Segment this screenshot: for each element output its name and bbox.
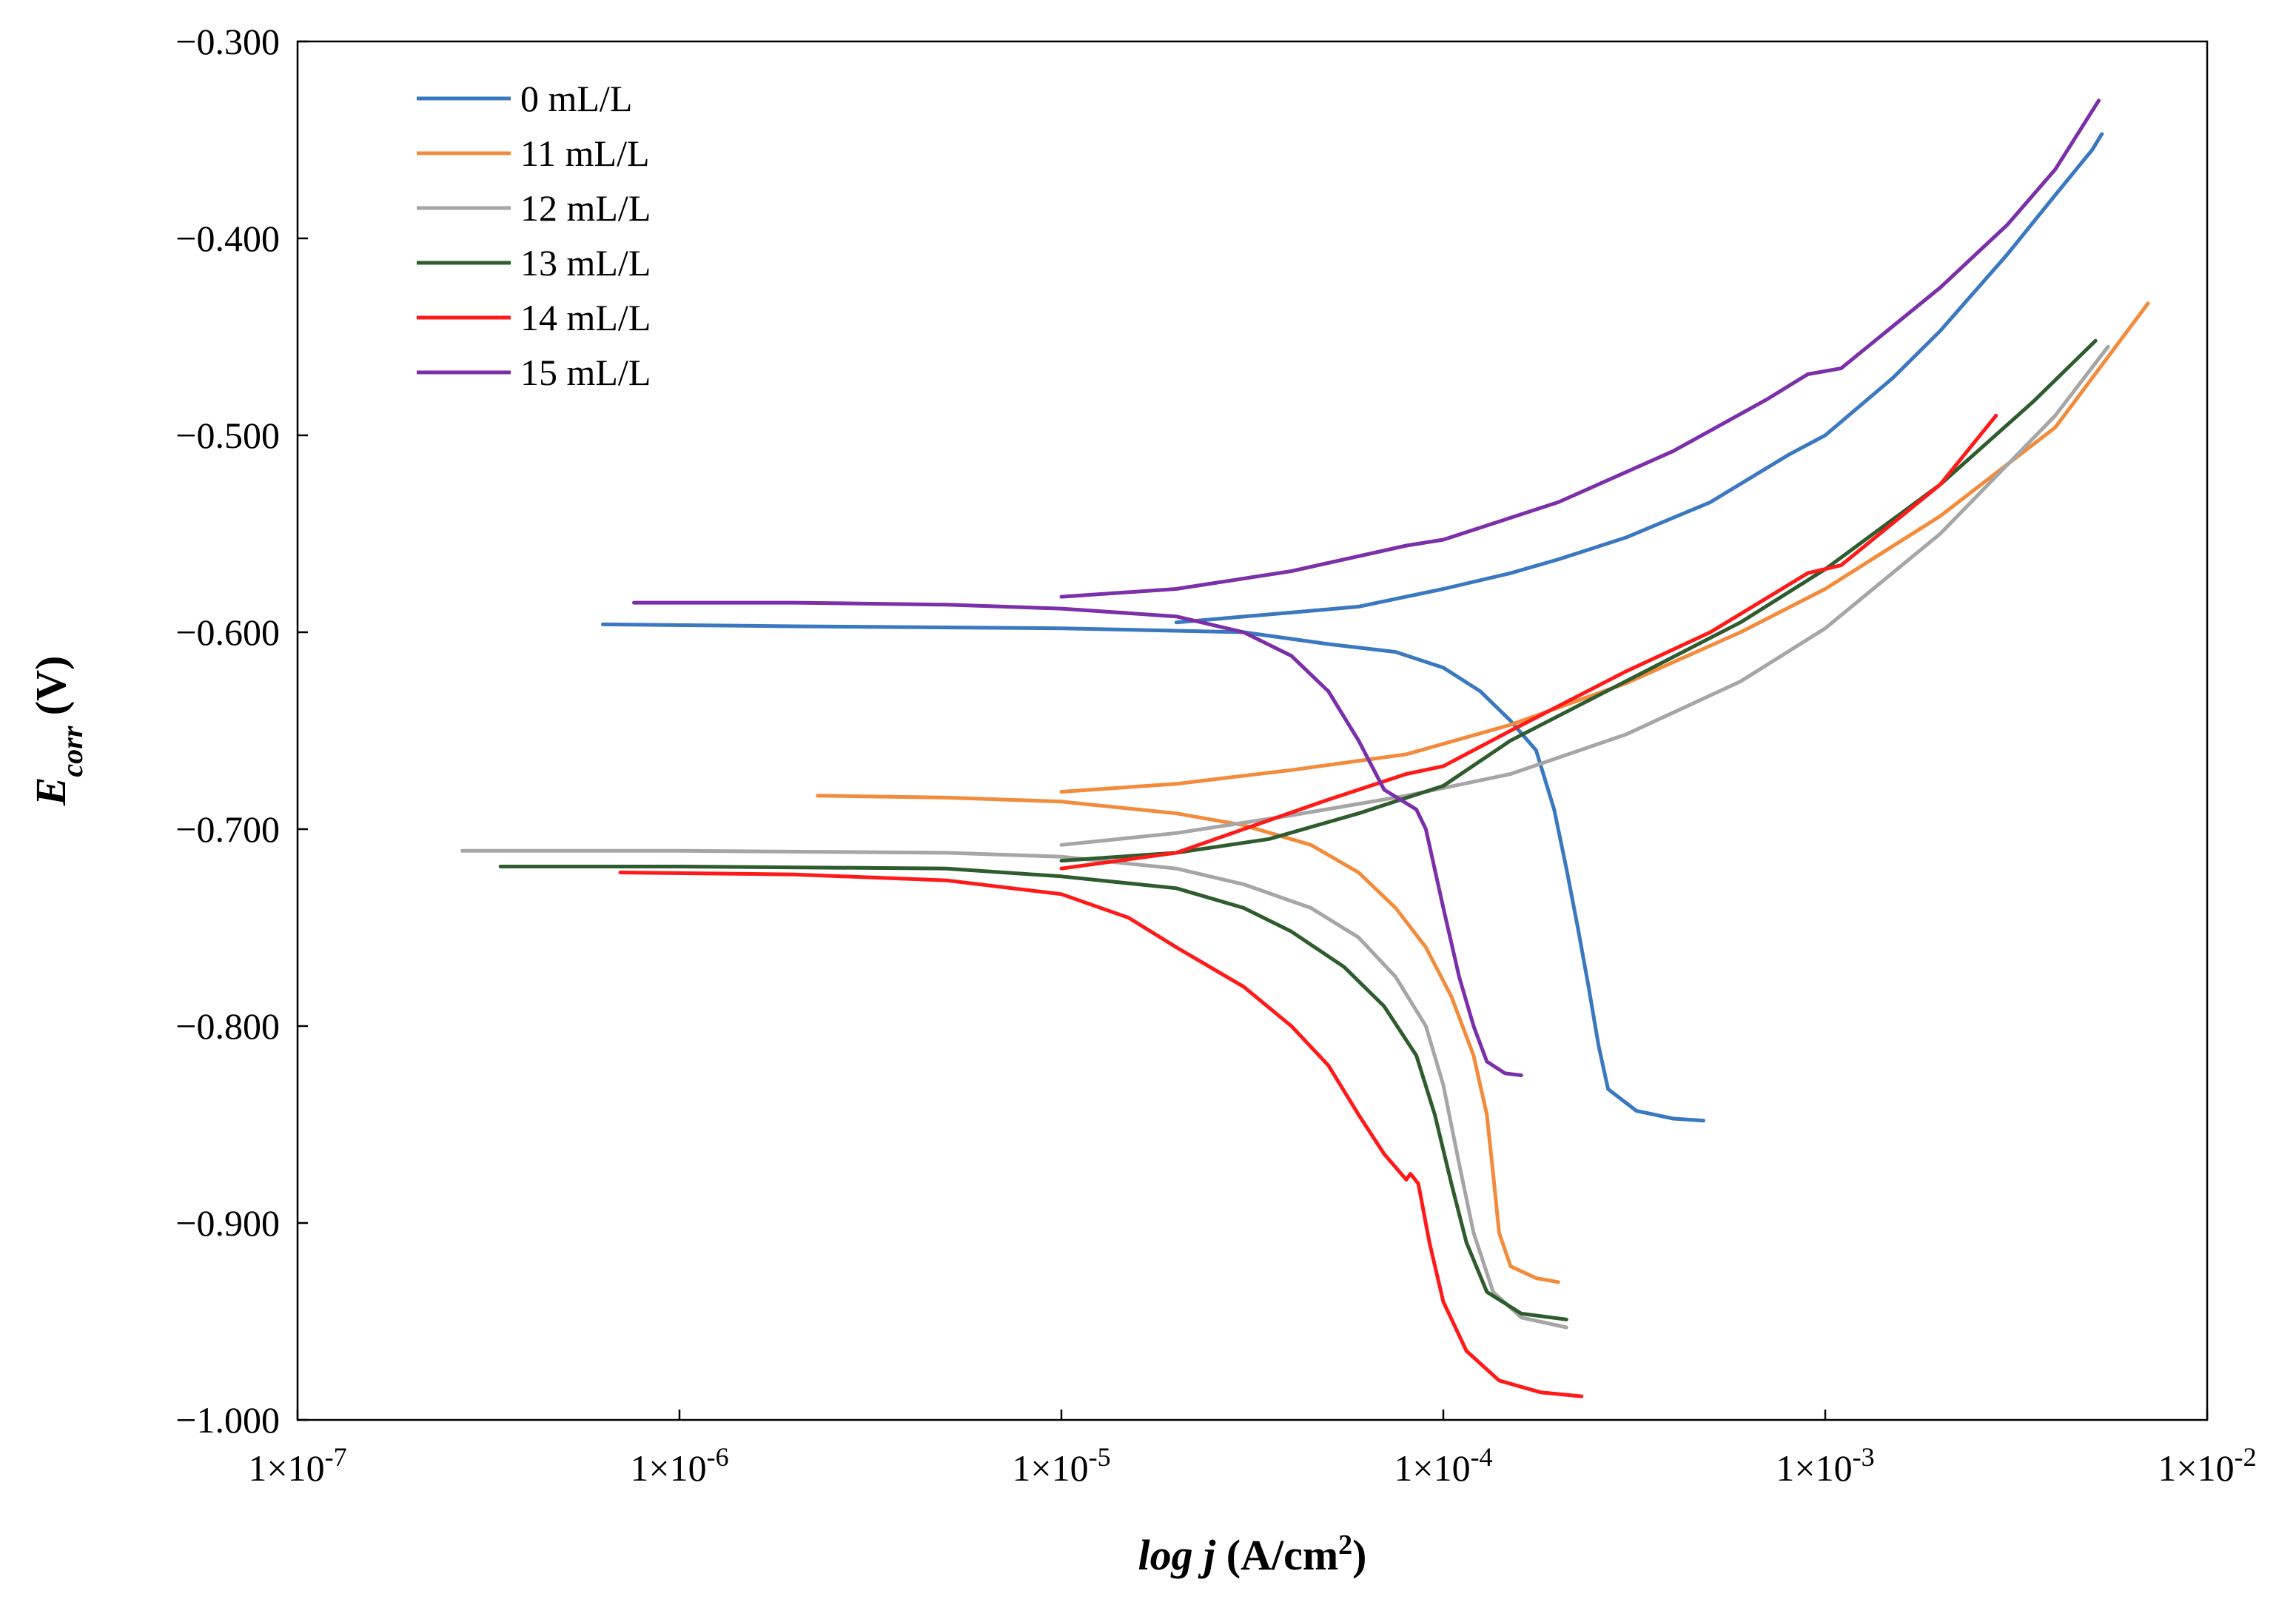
legend-label: 12 mL/L	[520, 187, 651, 229]
series-3	[498, 338, 2098, 1321]
x-axis-title-sup: 2	[1338, 1529, 1352, 1561]
series-line-cathodic	[460, 848, 1568, 1330]
y-tick-label: −1.000	[175, 1399, 280, 1441]
y-tick-label: −0.800	[175, 1005, 280, 1047]
y-axis-title-rest: (V)	[27, 656, 75, 726]
y-axis-title: Ecorr (V)	[27, 656, 89, 807]
series-line-cathodic	[632, 600, 1523, 1077]
x-axis-title-close: )	[1352, 1531, 1366, 1579]
legend-label: 14 mL/L	[520, 297, 651, 338]
series-line-anodic	[1059, 344, 2110, 847]
y-axis-ticks: −0.300 −0.400 −0.500 −0.600 −0.700 −0.800 −0.9…	[175, 21, 308, 1441]
y-tick-label: −0.900	[175, 1202, 280, 1244]
x-axis-title: log j (A/cm2)	[1138, 1529, 1367, 1579]
x-axis-title-italic: log j	[1138, 1531, 1217, 1579]
x-tick-label: 1×10-4	[1394, 1442, 1492, 1489]
legend-label: 11 mL/L	[520, 133, 650, 174]
y-tick-label: −0.300	[175, 21, 280, 62]
legend: 0 mL/L 11 mL/L 12 mL/L 13 mL/L 14 mL/L 15 mL/…	[417, 78, 651, 393]
plot-area	[296, 40, 2209, 1421]
legend-label: 15 mL/L	[520, 352, 651, 393]
series-4	[618, 413, 1998, 1398]
x-axis-title-rest: (A/cm	[1215, 1531, 1338, 1579]
y-tick-label: −0.500	[175, 415, 280, 456]
series-line-cathodic	[618, 871, 1584, 1398]
series-2	[460, 344, 2110, 1330]
series-5	[632, 98, 2101, 1077]
legend-label: 0 mL/L	[520, 78, 632, 119]
series-line-anodic	[1059, 98, 2101, 599]
y-tick-label: −0.600	[175, 611, 280, 653]
y-tick-label: −0.700	[175, 808, 280, 850]
legend-label: 13 mL/L	[520, 242, 651, 284]
x-tick-label: 1×10-7	[248, 1442, 346, 1489]
series-line-anodic	[1059, 413, 1998, 871]
y-tick-label: −0.400	[175, 218, 280, 259]
x-tick-label: 1×10-3	[1776, 1442, 1874, 1489]
series-layer	[460, 98, 2150, 1398]
x-tick-label: 1×10-2	[2158, 1442, 2256, 1489]
x-tick-label: 1×10-5	[1012, 1442, 1110, 1489]
y-axis-title-main: E	[27, 777, 75, 807]
y-axis-title-sub: corr	[56, 726, 89, 777]
series-line-cathodic	[498, 865, 1568, 1321]
series-line-anodic	[1059, 338, 2098, 863]
series-line-cathodic	[816, 794, 1560, 1284]
series-line-anodic	[1174, 132, 2104, 625]
x-tick-label: 1×10-6	[630, 1442, 728, 1489]
x-axis-ticks: 1×10-7 1×10-6 1×10-5 1×10-4 1×10-3 1×10-2	[248, 1410, 2257, 1489]
